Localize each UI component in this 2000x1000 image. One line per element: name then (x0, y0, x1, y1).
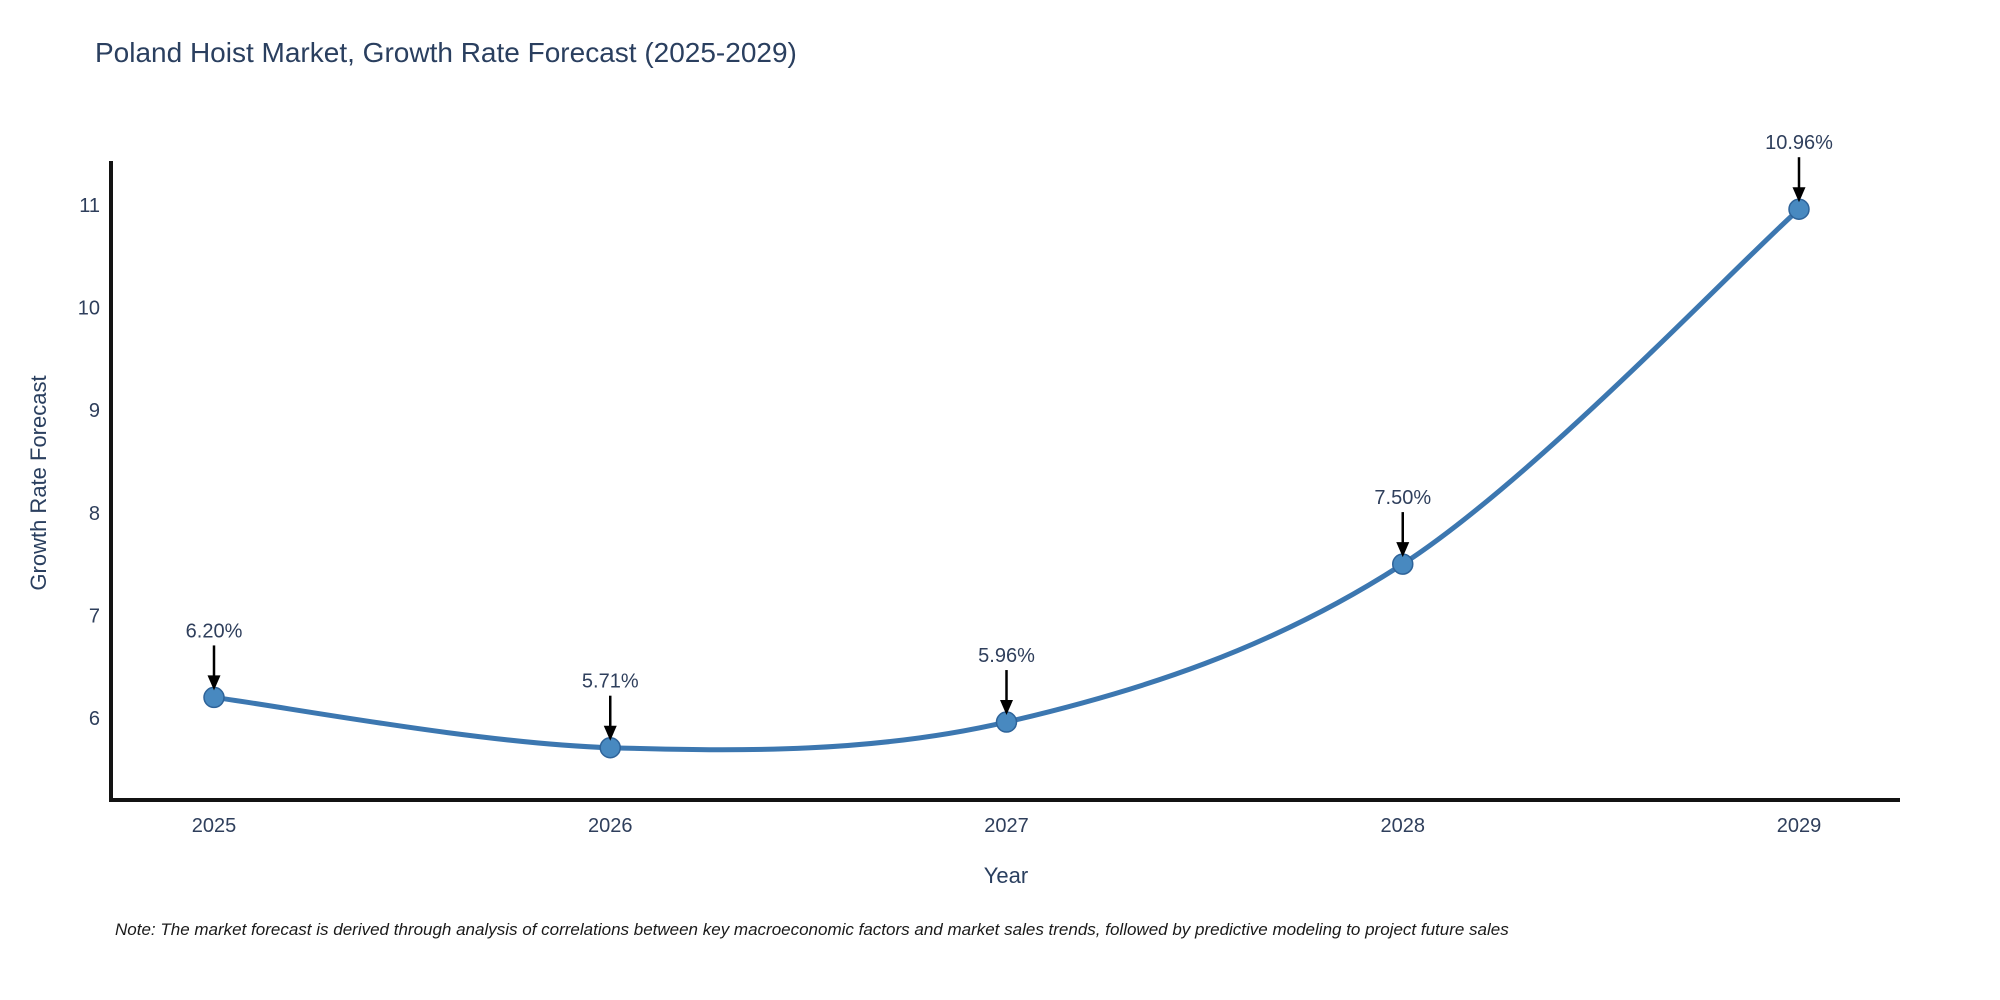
trend-line (211, 206, 1802, 753)
y-tick-label: 8 (89, 503, 100, 525)
x-tick-label: 2026 (588, 815, 633, 837)
annotation-arrowhead (1396, 542, 1410, 558)
footnote: Note: The market forecast is derived thr… (115, 920, 1509, 939)
data-point-label: 6.20% (186, 620, 243, 642)
y-axis-title: Growth Rate Forecast (26, 375, 51, 590)
x-tick-label: 2029 (1777, 815, 1822, 837)
data-point-label: 7.50% (1374, 487, 1431, 509)
data-point-label: 10.96% (1765, 132, 1833, 154)
y-tick-label: 10 (78, 298, 100, 320)
chart-title: Poland Hoist Market, Growth Rate Forecas… (95, 37, 797, 68)
x-axis-title: Year (984, 863, 1028, 888)
x-tick-label: 2028 (1381, 815, 1426, 837)
y-tick-label: 6 (89, 708, 100, 730)
x-tick-label: 2027 (984, 815, 1029, 837)
annotation-arrowhead (1792, 187, 1806, 203)
data-point-label: 5.71% (582, 671, 639, 693)
y-tick-label: 7 (89, 605, 100, 627)
x-tick-label: 2025 (192, 815, 237, 837)
annotation-arrowhead (207, 675, 221, 691)
annotation-arrowhead (603, 725, 617, 741)
y-tick-label: 11 (79, 195, 100, 217)
data-point-label: 5.96% (978, 645, 1035, 667)
y-tick-label: 9 (89, 400, 100, 422)
axis-lines (109, 161, 1900, 802)
annotation-arrowhead (1000, 700, 1013, 716)
